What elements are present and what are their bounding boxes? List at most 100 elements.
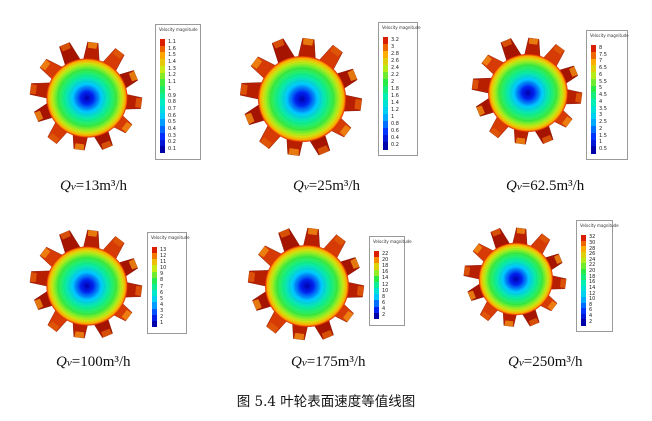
legend-label: 2 [391, 79, 395, 85]
legend-swatch [160, 79, 165, 87]
legend-swatch [581, 246, 586, 253]
legend-swatch [581, 302, 586, 309]
legend-label: 2 [599, 125, 603, 132]
blade-tip-highlight [516, 227, 526, 235]
legend-swatch [160, 52, 165, 60]
legend-label: 1.1 [168, 79, 176, 86]
legend-title: Velocity magnitude [151, 235, 190, 240]
legend-swatch [581, 235, 586, 242]
legend-title: Velocity magnitude [590, 33, 629, 38]
legend-swatch [591, 139, 596, 147]
contour-line [276, 74, 328, 124]
legend-title: Velocity magnitude [373, 239, 412, 244]
legend-label: 4 [599, 98, 603, 105]
flow-rate-caption-2: Qv=25m³/h [293, 178, 361, 194]
legend-label: 0.7 [168, 105, 176, 112]
legend-label: 3.2 [391, 37, 399, 43]
legend-swatch [591, 146, 596, 154]
blade-tip-highlight [258, 246, 270, 258]
legend-swatch [591, 65, 596, 73]
legend-swatch [160, 126, 165, 134]
legend-label: 6 [589, 307, 593, 314]
legend-label: 0.8 [391, 121, 399, 127]
blade-tip-highlight [121, 121, 132, 133]
legend-label: 1.4 [391, 100, 399, 106]
flow-rate-caption-5: Qv=175m³/h [291, 354, 366, 370]
legend-swatch [383, 51, 388, 59]
contour-line [493, 59, 563, 127]
blade-tip-highlight [101, 328, 113, 338]
flow-rate-caption-4: Qv=100m³/h [56, 354, 131, 370]
legend-swatch [160, 132, 165, 141]
legend-swatch [591, 112, 596, 120]
blade-tip-highlight [135, 286, 143, 297]
blade-tip-highlight [128, 258, 138, 270]
impeller-contour-3 [471, 37, 583, 145]
legend-label: 1.8 [391, 86, 399, 92]
legend-label: 2 [160, 314, 164, 321]
impeller-contour-1 [29, 41, 143, 151]
legend-label: 2.2 [391, 72, 399, 78]
legend-label: 10 [589, 296, 596, 303]
figure-caption: 图 5.4 叶轮表面速度等值线图 [236, 394, 416, 410]
legend-swatch [152, 265, 157, 273]
blade-tip-highlight [279, 228, 291, 238]
blade-tip-highlight [354, 99, 362, 110]
blade-tip-highlight [463, 266, 471, 276]
blade-tip-highlight [317, 145, 330, 155]
legend-label: 2.6 [391, 58, 399, 64]
blade-tip-highlight [101, 140, 113, 150]
legend-swatch [383, 128, 388, 136]
legend-label: 0.8 [168, 99, 176, 106]
legend-swatch [581, 257, 586, 264]
legend-swatch [160, 85, 165, 94]
legend-label: 1.2 [391, 107, 399, 113]
legend-label: 3 [160, 308, 164, 315]
contour-line [263, 62, 341, 136]
blade-tip-highlight [539, 233, 550, 244]
legend-swatch [374, 269, 379, 277]
legend-label: 1 [168, 85, 172, 92]
legend-label: 32 [589, 234, 596, 241]
blade-tip-highlight [74, 143, 85, 151]
legend-swatch [160, 92, 165, 100]
legend-label: 2.4 [391, 65, 399, 71]
blade-tip-highlight [48, 133, 60, 144]
legend-swatch [383, 121, 388, 129]
velocity-legend-6: Velocity magnitude 32 30 28 26 24 22 20 18 16 14 1… [576, 220, 619, 332]
contour-line [516, 81, 540, 105]
velocity-contour-disc [46, 246, 128, 326]
blade-tip-highlight [40, 59, 51, 71]
legend-label: 0.6 [168, 112, 176, 119]
legend-swatch [591, 132, 596, 140]
legend-label: 20 [589, 268, 596, 275]
legend-swatch [383, 79, 388, 87]
legend-label: 3.5 [599, 105, 607, 112]
legend-label: 6.5 [599, 65, 607, 72]
legend-label: 12 [160, 252, 167, 259]
legend-label: 5.5 [599, 78, 607, 85]
velocity-legend-1: Velocity magnitude 1.1 1.6 1.5 1.4 1.3 1.2 1.1… [155, 24, 201, 160]
contour-line [282, 80, 322, 118]
contour-line [499, 65, 557, 121]
legend-label: 1.5 [168, 52, 176, 59]
legend-swatch [591, 119, 596, 127]
legend-swatch [374, 312, 379, 320]
legend-swatch [152, 320, 157, 328]
blade-tip-highlight [29, 84, 37, 95]
contour-line [270, 68, 334, 130]
velocity-contour-disc [257, 55, 347, 143]
legend-label: 16 [589, 279, 596, 286]
legend-swatch [374, 288, 379, 295]
legend-label: 6 [382, 300, 386, 307]
legend-swatch [581, 285, 586, 292]
contour-line [79, 91, 94, 105]
legend-label: 1.1 [168, 38, 176, 45]
legend-swatch [581, 274, 586, 281]
legend-swatch [160, 59, 165, 67]
blade-tip-highlight [87, 229, 98, 237]
contour-line [494, 258, 538, 300]
legend-label: 18 [382, 262, 389, 269]
legend-swatch [374, 306, 379, 314]
blade-tip-highlight [504, 320, 514, 327]
